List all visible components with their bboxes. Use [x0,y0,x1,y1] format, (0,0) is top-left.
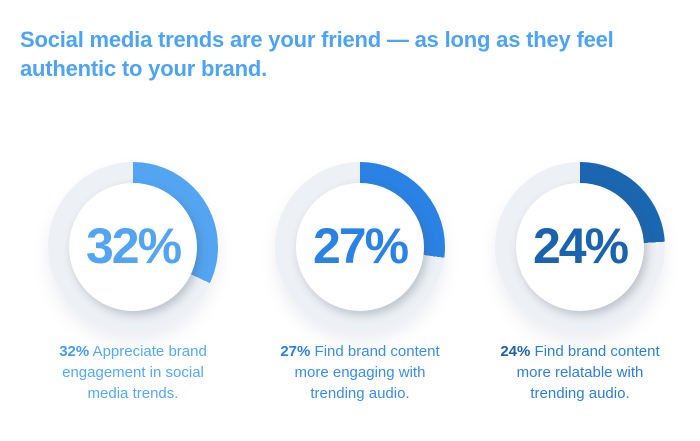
caption-percent: 32% [59,343,90,360]
page-title-line2: authentic to your brand. [20,55,267,81]
donut-gauge-relatable-audio: 24% [495,162,665,332]
gauge-caption-relatable-audio: 24% Find brand content more relatable wi… [491,341,669,404]
page-title-line1: Social media trends are your friend — as… [20,26,614,52]
donut-gauge-engaging-audio: 27% [275,162,445,332]
caption-percent: 27% [280,343,311,360]
donut-gauge-inner-circle: 32% [69,183,197,311]
caption-text: Appreciate brand engagement in social me… [62,343,207,402]
gauge-value-label: 32% [85,218,182,274]
donut-gauge-brand-engagement: 32% [48,162,218,332]
gauge-caption-brand-engagement: 32% Appreciate brand engagement in socia… [44,341,222,404]
page-title: Social media trends are your friend — as… [20,25,614,83]
caption-percent: 24% [500,343,531,360]
caption-text: Find brand content more relatable with t… [516,343,660,402]
gauge-value-label: 27% [312,218,409,274]
caption-text: Find brand content more engaging with tr… [294,343,440,402]
donut-gauge-inner-circle: 27% [296,183,424,311]
gauge-caption-engaging-audio: 27% Find brand content more engaging wit… [271,341,449,404]
donut-gauge-inner-circle: 24% [516,183,644,311]
gauge-value-label: 24% [532,218,629,274]
